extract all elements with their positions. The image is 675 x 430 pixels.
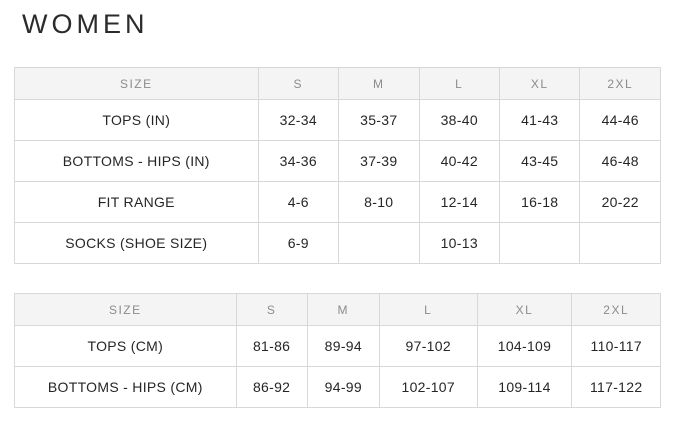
column-header-m: M xyxy=(306,293,380,327)
size-cell: 110-117 xyxy=(571,325,661,368)
size-cell-empty xyxy=(338,222,420,265)
size-cell: 102-107 xyxy=(378,366,478,409)
column-header-2xl: 2XL xyxy=(579,67,661,101)
size-table-inches: SIZE S M L XL 2XL TOPS (IN) 32-34 35-37 38-40 41-… xyxy=(14,67,661,265)
size-cell: 12-14 xyxy=(418,181,501,224)
size-cell: 117-122 xyxy=(571,366,661,409)
row-label: FIT RANGE xyxy=(14,181,259,224)
size-cell-empty xyxy=(579,222,661,265)
column-header-l: L xyxy=(418,67,501,101)
size-cell: 41-43 xyxy=(498,99,581,142)
size-cell: 35-37 xyxy=(338,99,420,142)
size-cell: 97-102 xyxy=(378,325,478,368)
size-cell: 32-34 xyxy=(257,99,340,142)
size-cell: 104-109 xyxy=(476,325,573,368)
column-header-xl: XL xyxy=(498,67,581,101)
row-label: TOPS (IN) xyxy=(14,99,259,142)
row-label: TOPS (CM) xyxy=(14,325,237,368)
column-header-size: SIZE xyxy=(14,293,237,327)
table-row: FIT RANGE 4-6 8-10 12-14 16-18 20-22 xyxy=(14,181,661,224)
size-cell: 38-40 xyxy=(418,99,501,142)
column-header-m: M xyxy=(338,67,420,101)
size-cell-empty xyxy=(498,222,581,265)
table-row: TOPS (CM) 81-86 89-94 97-102 104-109 110-117 xyxy=(14,325,661,368)
size-cell: 44-46 xyxy=(579,99,661,142)
size-cell: 46-48 xyxy=(579,140,661,183)
table-row: TOPS (IN) 32-34 35-37 38-40 41-43 44-46 xyxy=(14,99,661,142)
header-row: SIZE S M L XL 2XL xyxy=(14,293,661,327)
size-cell: 4-6 xyxy=(257,181,340,224)
size-table-centimeters: SIZE S M L XL 2XL TOPS (CM) 81-86 89-94 97-102 10… xyxy=(14,293,661,409)
size-cell: 89-94 xyxy=(306,325,380,368)
size-cell: 43-45 xyxy=(498,140,581,183)
size-cell: 10-13 xyxy=(418,222,501,265)
size-cell: 94-99 xyxy=(306,366,380,409)
column-header-s: S xyxy=(235,293,308,327)
column-header-size: SIZE xyxy=(14,67,259,101)
size-cell: 34-36 xyxy=(257,140,340,183)
size-cell: 20-22 xyxy=(579,181,661,224)
row-label: SOCKS (SHOE SIZE) xyxy=(14,222,259,265)
column-header-xl: XL xyxy=(476,293,573,327)
column-header-l: L xyxy=(378,293,478,327)
table-row: BOTTOMS - HIPS (IN) 34-36 37-39 40-42 43-45 4… xyxy=(14,140,661,183)
row-label: BOTTOMS - HIPS (IN) xyxy=(14,140,259,183)
size-cell: 37-39 xyxy=(338,140,420,183)
table-row: SOCKS (SHOE SIZE) 6-9 10-13 xyxy=(14,222,661,265)
size-cell: 6-9 xyxy=(257,222,340,265)
column-header-s: S xyxy=(257,67,340,101)
page-title: WOMEN xyxy=(22,9,149,39)
size-cell: 16-18 xyxy=(498,181,581,224)
size-cell: 40-42 xyxy=(418,140,501,183)
size-cell: 81-86 xyxy=(235,325,308,368)
size-cell: 8-10 xyxy=(338,181,420,224)
size-cell: 86-92 xyxy=(235,366,308,409)
header-row: SIZE S M L XL 2XL xyxy=(14,67,661,101)
table-row: BOTTOMS - HIPS (CM) 86-92 94-99 102-107 109-… xyxy=(14,366,661,409)
column-header-2xl: 2XL xyxy=(571,293,661,327)
row-label: BOTTOMS - HIPS (CM) xyxy=(14,366,237,409)
size-cell: 109-114 xyxy=(476,366,573,409)
